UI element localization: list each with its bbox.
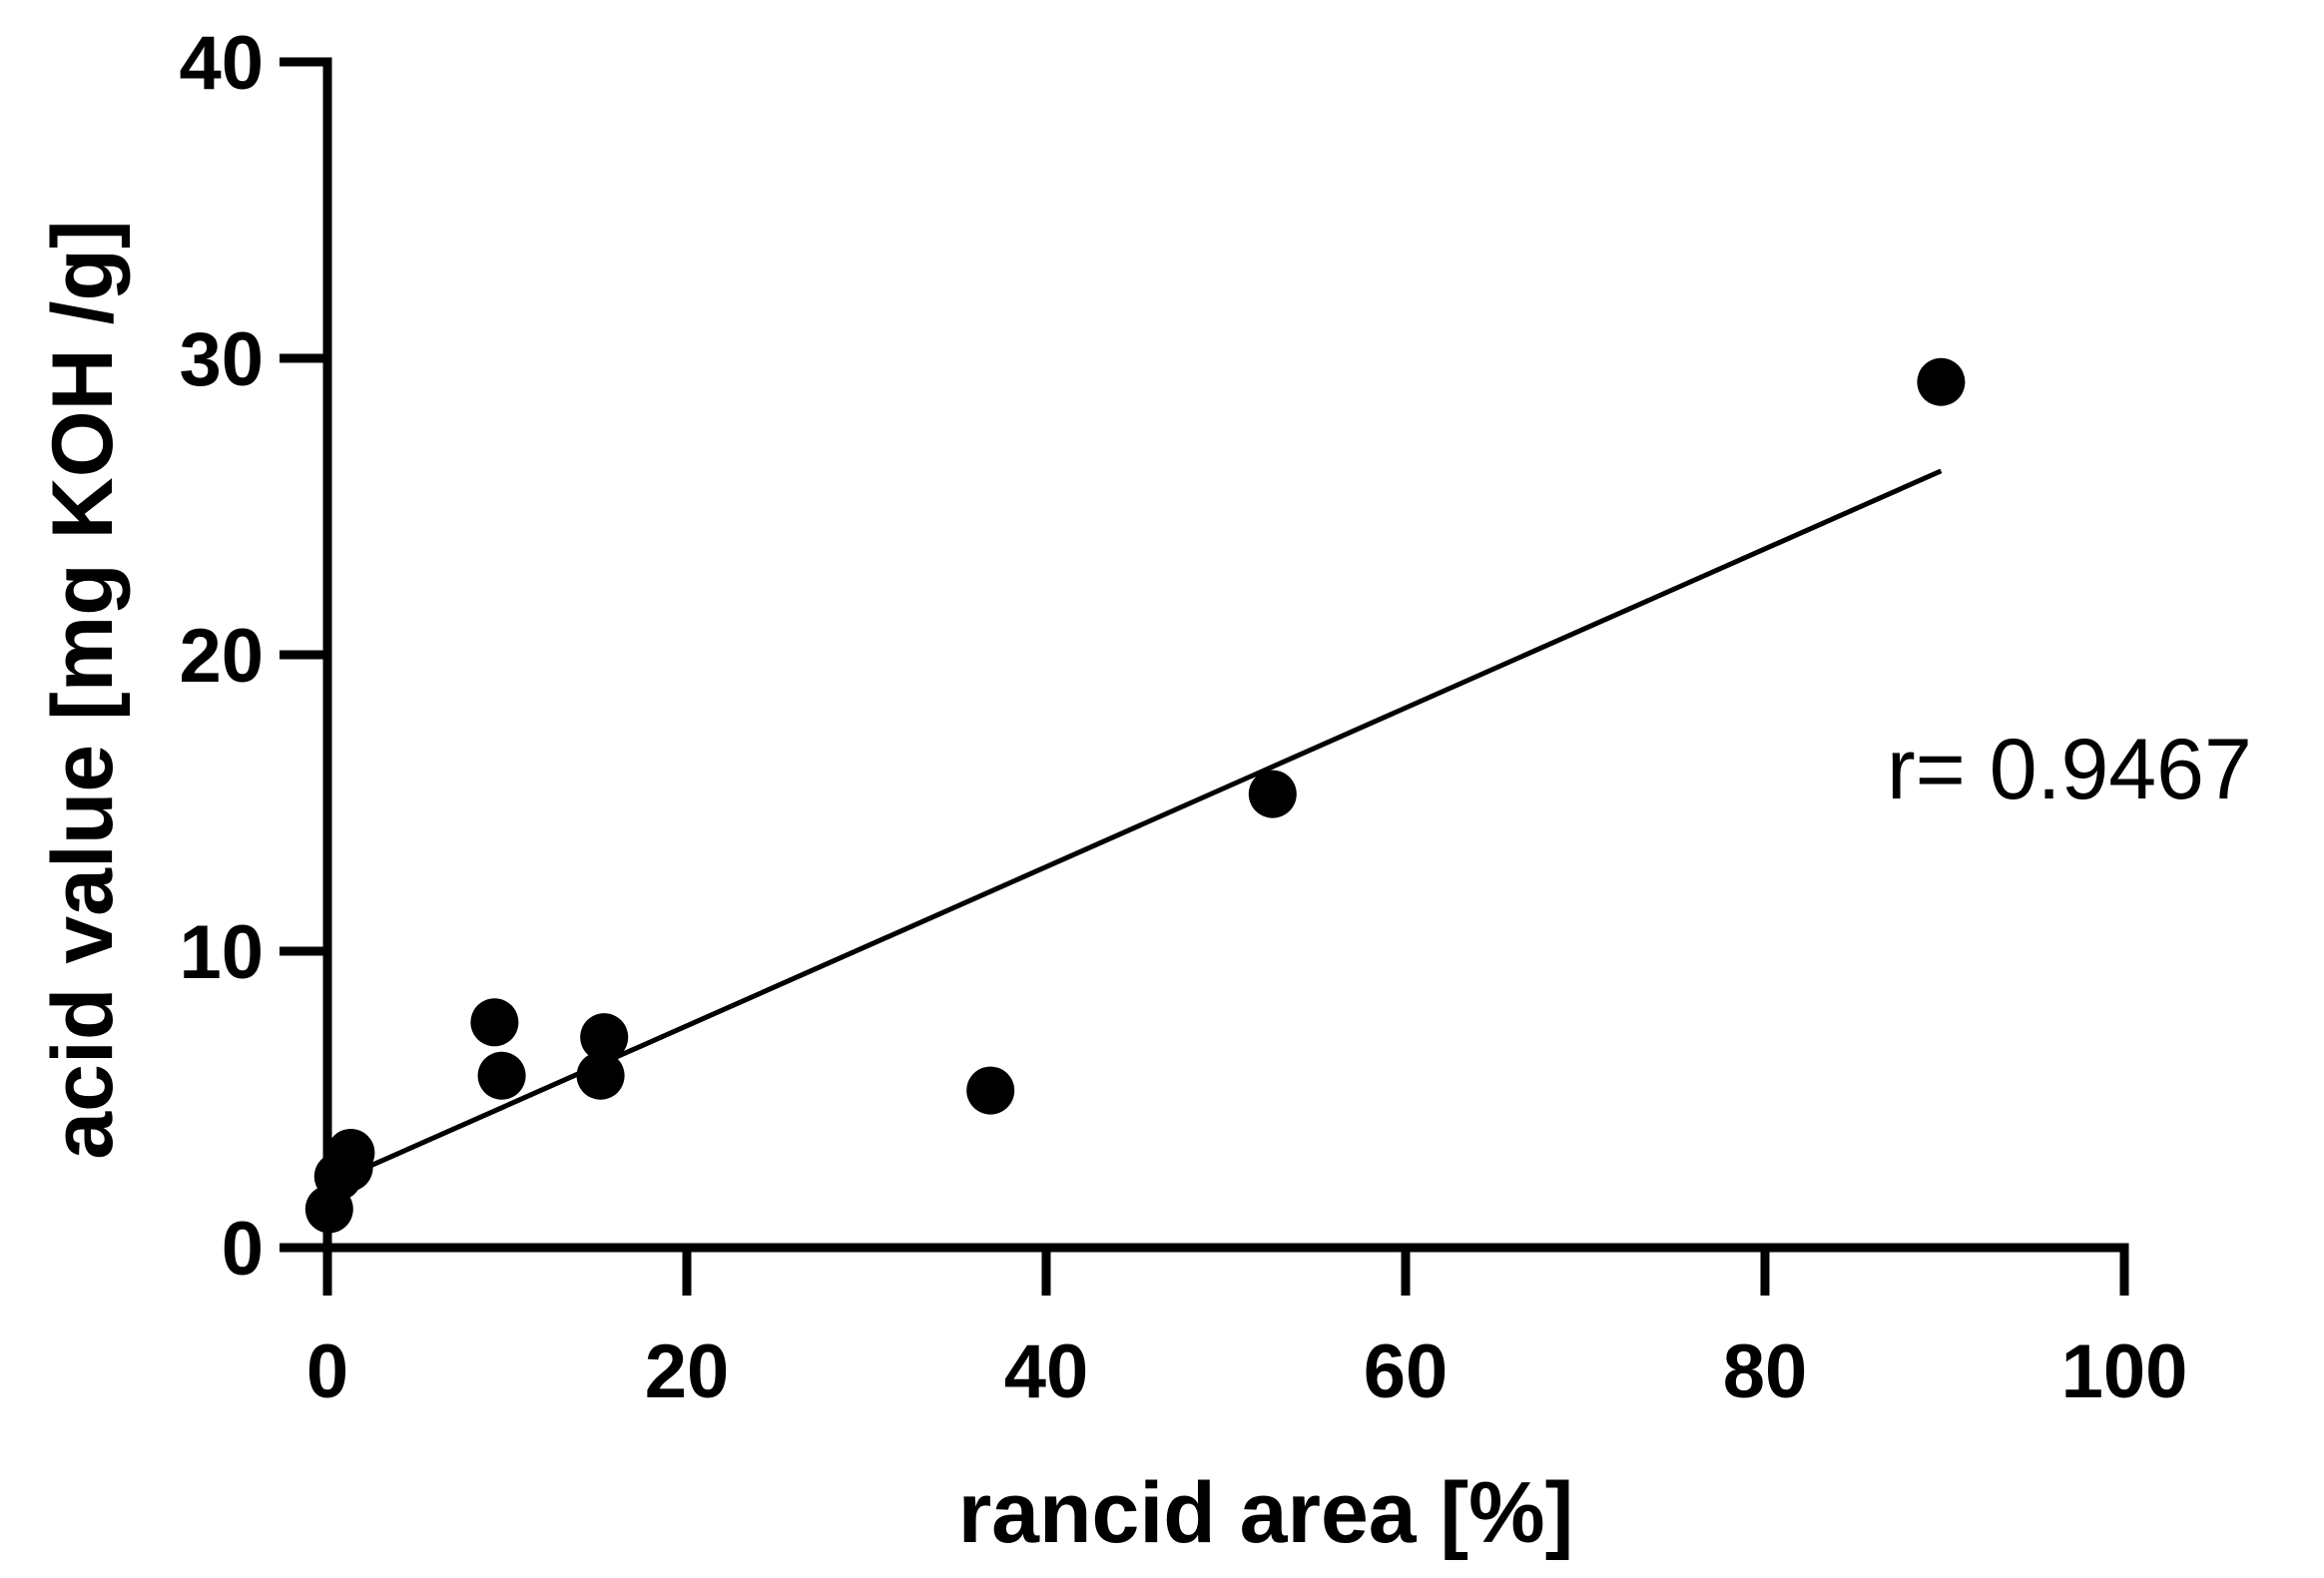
data-point bbox=[326, 1128, 375, 1177]
x-tick-label: 100 bbox=[2061, 1329, 2188, 1414]
data-point bbox=[580, 1013, 629, 1062]
data-point bbox=[576, 1051, 625, 1100]
x-axis-ticks: 0 20 40 60 80 100 bbox=[306, 1248, 2188, 1414]
data-point bbox=[1917, 357, 1966, 406]
regression-line bbox=[331, 468, 1943, 1185]
y-tick-label: 0 bbox=[222, 1207, 264, 1292]
y-axis-label: acid value [mg KOH /g] bbox=[35, 220, 131, 1159]
y-tick-label: 20 bbox=[179, 614, 264, 699]
y-tick-label: 30 bbox=[179, 317, 264, 402]
correlation-annotation: r= 0.9467 bbox=[1887, 722, 2252, 817]
x-tick-label: 40 bbox=[1004, 1329, 1089, 1414]
x-tick-label: 0 bbox=[306, 1329, 348, 1414]
x-tick-label: 20 bbox=[645, 1329, 730, 1414]
x-tick-label: 80 bbox=[1723, 1329, 1808, 1414]
data-point bbox=[477, 1051, 526, 1100]
data-point bbox=[1248, 770, 1297, 818]
data-point bbox=[470, 998, 519, 1047]
data-points bbox=[304, 357, 1966, 1234]
y-tick-label: 10 bbox=[179, 910, 264, 995]
data-point bbox=[966, 1066, 1015, 1115]
x-tick-label: 60 bbox=[1364, 1329, 1449, 1414]
x-axis-label: rancid area [%] bbox=[958, 1465, 1574, 1561]
y-tick-label: 40 bbox=[179, 21, 264, 106]
y-axis-ticks: 0 10 20 30 40 bbox=[179, 21, 327, 1292]
